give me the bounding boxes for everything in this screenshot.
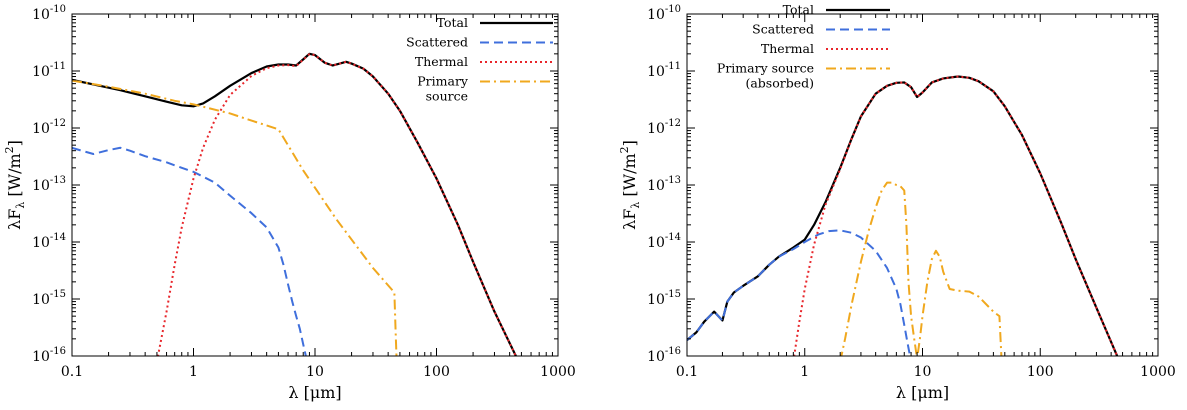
- series-group: [72, 52, 517, 356]
- legend-label: (absorbed): [745, 76, 814, 91]
- x-tick-label: 10: [306, 364, 324, 380]
- x-tick-label: 0.1: [676, 364, 698, 380]
- series-line-total: [687, 75, 1119, 356]
- x-axis-label: λ [μm]: [288, 383, 341, 402]
- legend-label: source: [426, 89, 468, 104]
- y-tick-label: 10-16: [32, 346, 66, 365]
- y-axis-label: λFλ [W/m2]: [618, 140, 642, 230]
- x-tick-label: 100: [1027, 364, 1054, 380]
- y-tick-label: 10-10: [32, 4, 66, 23]
- x-tick-label: 1: [189, 364, 198, 380]
- x-tick-label: 1000: [540, 364, 576, 380]
- series-line-primary-source: [72, 79, 398, 356]
- legend-label: Primary source: [717, 61, 814, 76]
- y-tick-label: 10-13: [647, 175, 681, 194]
- y-tick-label: 10-11: [647, 61, 681, 80]
- y-tick-label: 10-16: [647, 346, 681, 365]
- y-tick-label: 10-13: [32, 175, 66, 194]
- x-tick-label: 0.1: [61, 364, 83, 380]
- right-sed-chart: 0.1 1 10 100 1000 10-16 10-15 10-14 10-13 10-12 10…: [618, 2, 1176, 402]
- y-tick-label: 10-15: [32, 289, 66, 308]
- legend-label: Thermal: [415, 54, 468, 69]
- legend-label: Primary: [417, 74, 469, 89]
- plot-frame: [71, 13, 559, 357]
- legend-label: Scattered: [406, 35, 468, 50]
- y-tick-label: 10-12: [32, 118, 66, 137]
- y-tick-label: 10-14: [32, 232, 66, 251]
- y-tick-label: 10-15: [647, 289, 681, 308]
- x-axis-label: λ [μm]: [896, 383, 949, 402]
- series-line-scattered: [687, 229, 912, 356]
- legend-label: Scattered: [752, 22, 814, 37]
- y-tick-label: 10-10: [647, 4, 681, 23]
- x-tick-label: 1000: [1140, 364, 1176, 380]
- y-axis-label: λFλ [W/m2]: [3, 140, 27, 230]
- legend: Total Scattered Thermal Primary source(abso…: [717, 2, 890, 91]
- x-tick-label: 100: [423, 364, 450, 380]
- series-group: [687, 75, 1119, 356]
- series-line-primary-source-absorbed-: [840, 181, 1003, 356]
- y-tick-label: 10-12: [647, 118, 681, 137]
- series-line-scattered: [72, 146, 307, 356]
- series-line-thermal: [793, 75, 1119, 356]
- y-tick-label: 10-14: [647, 232, 681, 251]
- legend-label: Thermal: [761, 41, 814, 56]
- x-tick-label: 1: [800, 364, 809, 380]
- legend-label: Total: [437, 15, 468, 30]
- left-sed-chart: 0.1 1 10 100 1000 10-16 10-15 10-14 10-13 10-12 10…: [3, 4, 576, 402]
- y-tick-label: 10-11: [32, 61, 66, 80]
- legend-label: Total: [783, 2, 814, 17]
- x-tick-label: 10: [914, 364, 932, 380]
